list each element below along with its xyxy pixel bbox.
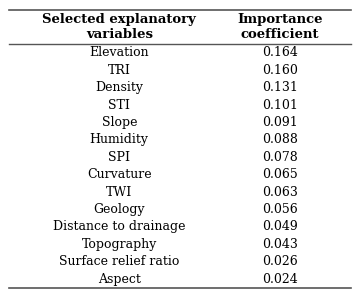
Text: 0.088: 0.088 [262,134,298,146]
Text: Selected explanatory
variables: Selected explanatory variables [42,13,196,41]
Text: Elevation: Elevation [89,46,149,59]
Text: 0.101: 0.101 [262,99,298,111]
Text: Geology: Geology [94,203,145,216]
Text: Curvature: Curvature [87,168,152,181]
Text: TRI: TRI [108,64,131,77]
Text: 0.131: 0.131 [262,81,298,94]
Text: Slope: Slope [102,116,137,129]
Text: 0.056: 0.056 [262,203,298,216]
Text: TWI: TWI [106,186,132,198]
Text: 0.063: 0.063 [262,186,298,198]
Text: STI: STI [108,99,130,111]
Text: SPI: SPI [108,151,130,164]
Text: 0.024: 0.024 [262,273,298,285]
Text: Distance to drainage: Distance to drainage [53,220,185,233]
Text: Importance
coefficient: Importance coefficient [237,13,323,41]
Text: 0.091: 0.091 [262,116,298,129]
Text: Density: Density [95,81,143,94]
Text: 0.160: 0.160 [262,64,298,77]
Text: Surface relief ratio: Surface relief ratio [59,255,179,268]
Text: 0.164: 0.164 [262,46,298,59]
Text: Topography: Topography [82,238,157,251]
Text: 0.049: 0.049 [262,220,298,233]
Text: 0.026: 0.026 [262,255,298,268]
Text: Aspect: Aspect [98,273,141,285]
Text: 0.043: 0.043 [262,238,298,251]
Text: 0.078: 0.078 [262,151,298,164]
Text: 0.065: 0.065 [262,168,298,181]
Text: Humidity: Humidity [90,134,149,146]
